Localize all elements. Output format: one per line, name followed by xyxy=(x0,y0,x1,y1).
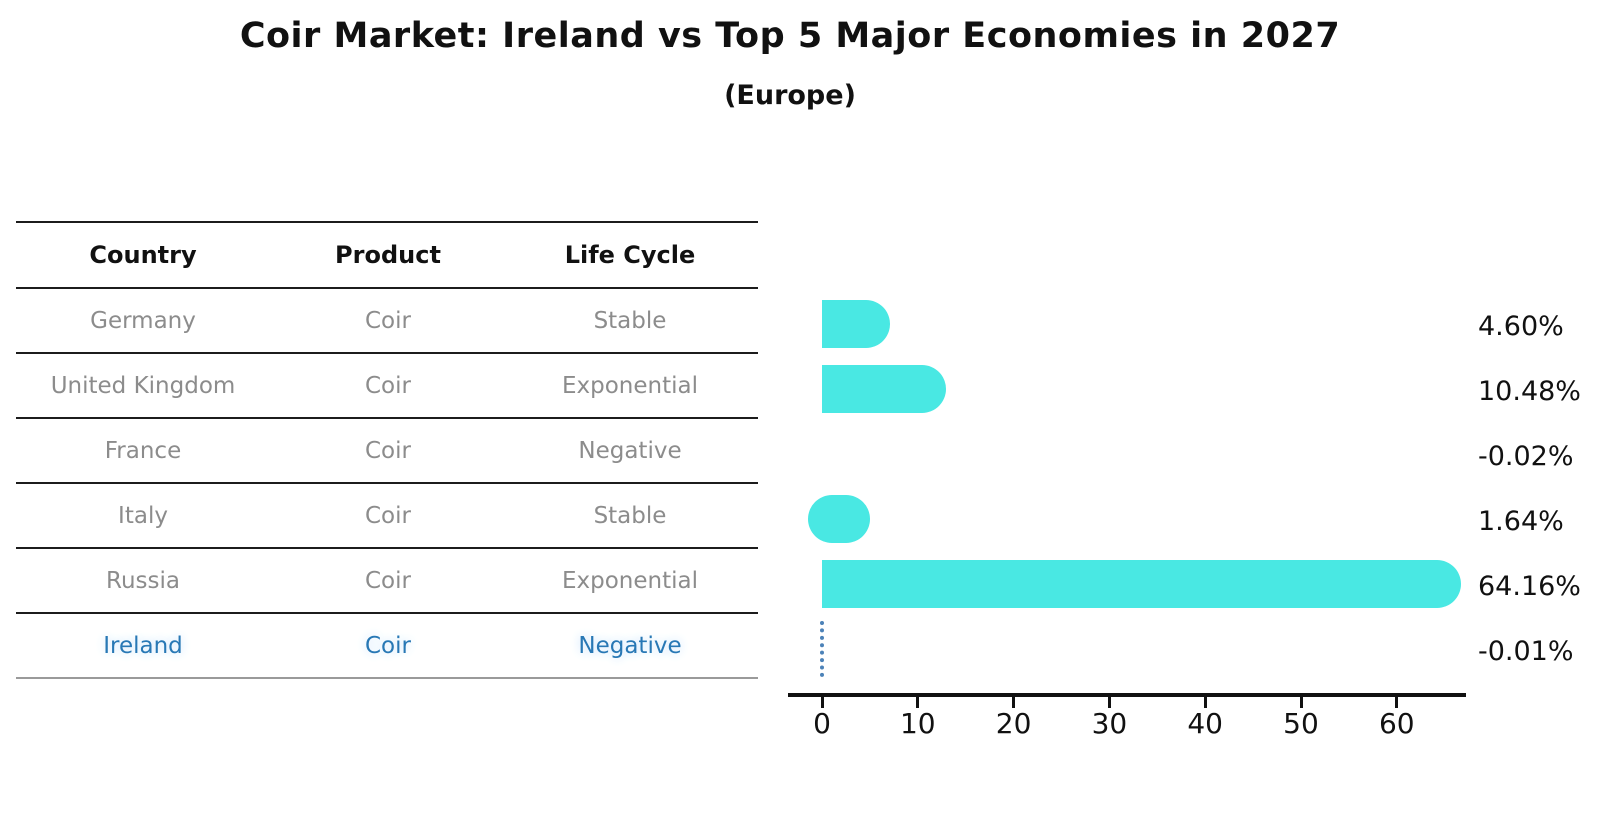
table-cell-country-france: France xyxy=(104,437,182,464)
chart-subtitle: (Europe) xyxy=(724,80,856,111)
zero-dashed-marker xyxy=(820,620,824,677)
table-cell-life-cycle-ireland: Negative xyxy=(578,632,682,659)
bar-russia xyxy=(822,559,1461,608)
table-row-rule xyxy=(16,482,758,484)
table-cell-product-italy: Coir xyxy=(365,502,411,529)
table-cell-product-russia: Coir xyxy=(365,567,411,594)
table-cell-life-cycle-italy: Stable xyxy=(593,502,667,529)
x-axis-tick-30 xyxy=(1107,697,1111,708)
table-header-product: Product xyxy=(335,241,441,269)
table-cell-country-italy: Italy xyxy=(118,502,168,529)
value-label-france: -0.02% xyxy=(1478,440,1574,472)
x-axis-ticklabel-40: 40 xyxy=(1187,707,1223,740)
table-top-rule xyxy=(16,221,758,223)
x-axis-tick-10 xyxy=(916,697,920,708)
table-cell-country-germany: Germany xyxy=(90,307,196,334)
table-cell-product-germany: Coir xyxy=(365,307,411,334)
x-axis-ticklabel-0: 0 xyxy=(813,707,831,740)
table-header-rule xyxy=(16,287,758,289)
chart-title: Coir Market: Ireland vs Top 5 Major Econ… xyxy=(239,16,1341,56)
value-label-russia: 64.16% xyxy=(1478,570,1581,602)
x-axis-ticklabel-10: 10 xyxy=(899,707,936,740)
table-cell-product-france: Coir xyxy=(365,437,411,464)
table-header-country: Country xyxy=(89,241,197,269)
bar-united-kingdom xyxy=(822,364,946,413)
table-cell-country-united-kingdom: United Kingdom xyxy=(50,372,236,399)
table-cell-product-ireland: Coir xyxy=(365,632,411,659)
x-axis-ticklabel-60: 60 xyxy=(1378,707,1415,740)
value-label-ireland: -0.01% xyxy=(1478,635,1574,667)
x-axis-tick-20 xyxy=(1012,697,1016,708)
table-cell-country-russia: Russia xyxy=(106,567,180,594)
x-axis-ticklabel-30: 30 xyxy=(1091,707,1128,740)
x-axis-ticklabel-20: 20 xyxy=(995,707,1032,740)
x-axis-tick-50 xyxy=(1299,697,1303,708)
value-label-italy: 1.64% xyxy=(1478,505,1564,537)
table-row-rule xyxy=(16,547,758,549)
table-row-rule xyxy=(16,417,758,419)
value-label-united-kingdom: 10.48% xyxy=(1478,375,1581,407)
table-cell-life-cycle-russia: Exponential xyxy=(561,567,698,594)
value-label-germany: 4.60% xyxy=(1478,310,1564,342)
x-axis-ticklabel-50: 50 xyxy=(1283,707,1319,740)
bar-italy xyxy=(808,494,870,543)
table-cell-life-cycle-united-kingdom: Exponential xyxy=(561,372,698,399)
table-row-rule xyxy=(16,352,758,354)
x-axis-line xyxy=(788,693,1466,697)
table-header-life-cycle: Life Cycle xyxy=(564,241,696,269)
table-cell-country-ireland: Ireland xyxy=(103,632,183,659)
data-table: Country Product Life Cycle Germany Coir Stabl… xyxy=(0,0,780,823)
x-axis-tick-60 xyxy=(1395,697,1399,708)
table-cell-product-united-kingdom: Coir xyxy=(365,372,411,399)
table-row-rule xyxy=(16,612,758,614)
x-axis-tick-40 xyxy=(1203,697,1207,708)
table-bottom-rule xyxy=(16,677,758,679)
x-axis-tick-0 xyxy=(820,697,824,708)
table-cell-life-cycle-germany: Stable xyxy=(593,307,667,334)
bar-germany xyxy=(822,299,890,348)
table-cell-life-cycle-france: Negative xyxy=(578,437,682,464)
